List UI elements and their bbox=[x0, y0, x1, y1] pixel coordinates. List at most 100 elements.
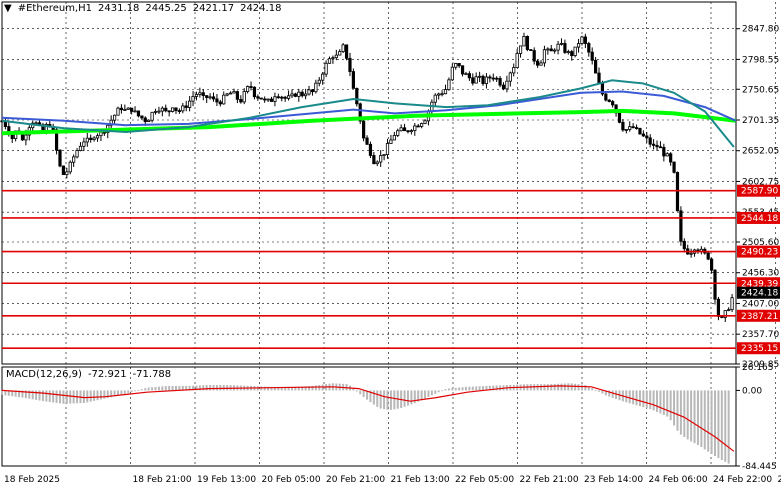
macd-histogram-bar bbox=[35, 390, 37, 399]
candle-body bbox=[137, 111, 139, 116]
candle-body bbox=[147, 120, 149, 121]
candle-body bbox=[205, 96, 207, 98]
candle-body bbox=[117, 108, 119, 115]
macd-histogram-bar bbox=[93, 390, 95, 400]
macd-histogram-bar bbox=[653, 390, 655, 410]
macd-histogram-bar bbox=[690, 390, 692, 441]
y-tick-label: 2456.30 bbox=[742, 269, 779, 279]
macd-histogram-bar bbox=[427, 390, 429, 397]
high-value: 2445.25 bbox=[145, 3, 186, 14]
y-tick-label: 2798.55 bbox=[742, 55, 779, 65]
macd-histogram-bar bbox=[165, 386, 167, 390]
macd-histogram-bar bbox=[264, 387, 266, 391]
candle-body bbox=[253, 87, 255, 96]
candle-body bbox=[707, 253, 709, 259]
y-tick-label: 2750.65 bbox=[742, 85, 779, 95]
candle-body bbox=[356, 88, 358, 103]
macd-histogram-bar bbox=[445, 389, 447, 390]
candle-body bbox=[588, 43, 590, 52]
macd-histogram-bar bbox=[144, 388, 146, 390]
candle-body bbox=[113, 115, 115, 120]
candle-body bbox=[72, 157, 74, 162]
candle-body bbox=[618, 113, 620, 122]
x-tick-label: 22 Feb 05:00 bbox=[455, 475, 514, 485]
macd-histogram-bar bbox=[649, 390, 651, 409]
macd-histogram-bar bbox=[158, 387, 160, 391]
candle-body bbox=[455, 63, 457, 67]
macd-histogram-bar bbox=[683, 390, 685, 437]
candle-body bbox=[639, 128, 641, 134]
candle-body bbox=[519, 46, 521, 54]
macd-histogram-bar bbox=[601, 390, 603, 393]
signal-value: -71.788 bbox=[133, 369, 172, 380]
macd-histogram-bar bbox=[629, 390, 631, 403]
candle-body bbox=[547, 49, 549, 50]
candle-body bbox=[345, 45, 347, 58]
candle-body bbox=[591, 52, 593, 60]
macd-histogram-bar bbox=[141, 389, 143, 390]
candle-body bbox=[472, 78, 474, 83]
candle-body bbox=[536, 61, 538, 65]
macd-histogram-bar bbox=[49, 390, 51, 402]
candle-body bbox=[717, 299, 719, 316]
candle-body bbox=[731, 298, 733, 310]
candle-body bbox=[632, 127, 634, 128]
macd-histogram-bar bbox=[687, 390, 689, 439]
macd-histogram-bar bbox=[407, 390, 409, 405]
candle-body bbox=[223, 95, 225, 104]
macd-histogram-bar bbox=[1, 390, 3, 394]
macd-histogram-bar bbox=[554, 384, 556, 390]
macd-histogram-bar bbox=[434, 390, 436, 393]
macd-histogram-bar bbox=[148, 388, 150, 391]
candle-body bbox=[581, 37, 583, 44]
collapse-triangle-icon[interactable]: ▼ bbox=[4, 3, 12, 14]
price-level-label: 2490.23 bbox=[741, 248, 778, 258]
macd-histogram-bar bbox=[431, 390, 433, 395]
candle-body bbox=[335, 55, 337, 58]
candle-body bbox=[304, 94, 306, 96]
candle-body bbox=[410, 131, 412, 132]
candle-body bbox=[332, 58, 334, 59]
macd-histogram-bar bbox=[584, 385, 586, 390]
candle-body bbox=[369, 144, 371, 155]
macd-histogram-bar bbox=[676, 390, 678, 430]
candle-body bbox=[90, 138, 92, 139]
candle-body bbox=[59, 150, 61, 166]
candle-body bbox=[676, 172, 678, 210]
candle-body bbox=[195, 94, 197, 96]
candle-body bbox=[721, 316, 723, 317]
candle-body bbox=[622, 122, 624, 130]
macd-histogram-bar bbox=[380, 390, 382, 408]
candle-body bbox=[103, 132, 105, 133]
macd-histogram-bar bbox=[448, 388, 450, 390]
candle-body bbox=[212, 97, 214, 99]
candle-body bbox=[683, 241, 685, 248]
candle-body bbox=[666, 154, 668, 156]
candle-body bbox=[526, 36, 528, 49]
macd-histogram-bar bbox=[475, 386, 477, 390]
candle-body bbox=[240, 99, 242, 102]
candle-body bbox=[437, 94, 439, 95]
x-tick-label: 20 Feb 21:00 bbox=[326, 475, 385, 485]
macd-histogram-bar bbox=[315, 385, 317, 390]
candle-body bbox=[489, 77, 491, 78]
macd-histogram-bar bbox=[90, 390, 92, 401]
macd-histogram-bar bbox=[639, 390, 641, 406]
candle-body bbox=[168, 111, 170, 112]
x-tick-label: 24 Feb 06:00 bbox=[649, 475, 708, 485]
candle-body bbox=[523, 36, 525, 46]
candle-body bbox=[400, 128, 402, 131]
candle-body bbox=[362, 121, 364, 138]
candle-body bbox=[291, 94, 293, 96]
macd-histogram-bar bbox=[468, 387, 470, 391]
macd-histogram-bar bbox=[557, 384, 559, 391]
candle-body bbox=[287, 96, 289, 99]
current-price-label: 2424.18 bbox=[741, 289, 778, 299]
macd-y-tick-label: 26.165 bbox=[742, 363, 774, 373]
macd-histogram-bar bbox=[656, 390, 658, 411]
candle-body bbox=[199, 93, 201, 95]
macd-histogram-bar bbox=[356, 390, 358, 391]
x-tick-label: 25 Feb 14:00 bbox=[778, 475, 781, 485]
price-level-label: 2335.15 bbox=[741, 344, 778, 354]
candle-body bbox=[315, 83, 317, 92]
